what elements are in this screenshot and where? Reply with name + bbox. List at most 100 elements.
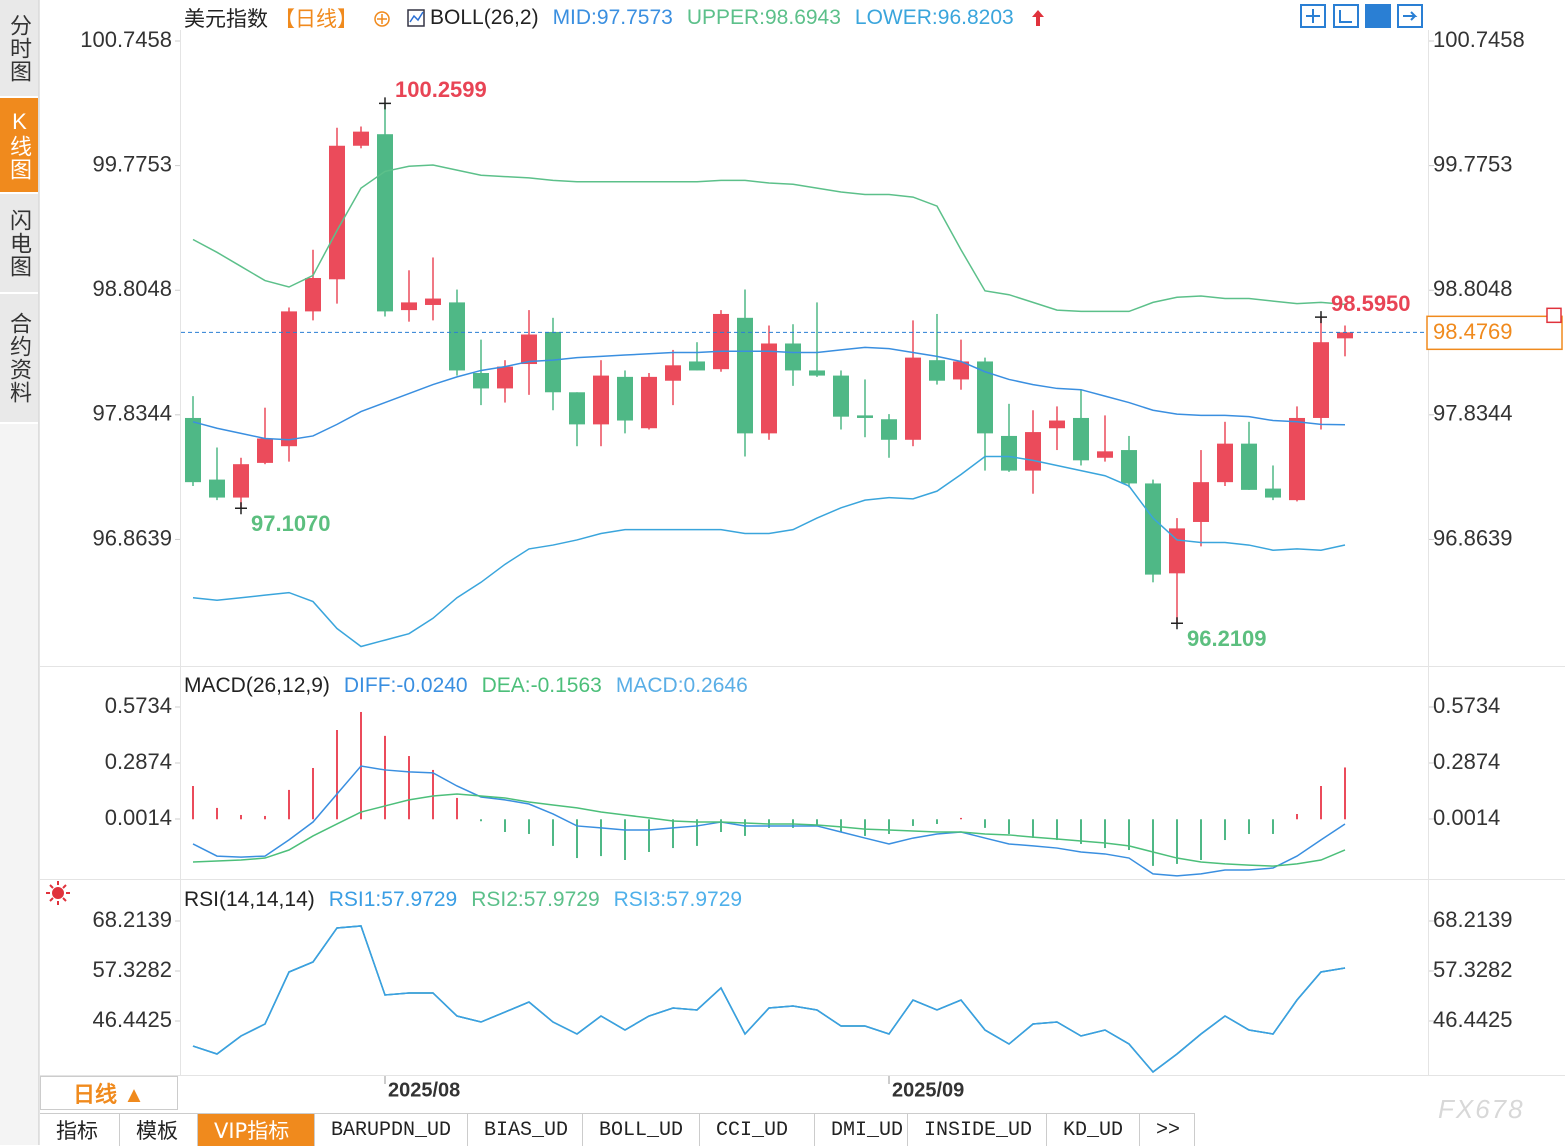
rsi-line [193,926,1345,1072]
candle-body [185,418,201,482]
candle-body [281,311,297,446]
candle-body [665,365,681,380]
candle-body [1313,342,1329,418]
candle-body [209,480,225,498]
y-tick-label: 46.4425 [1433,1007,1513,1032]
candle-body [857,415,873,418]
candle-body [1145,483,1161,574]
candle-body [641,377,657,428]
candle-body [1049,421,1065,429]
y-tick-label: 96.8639 [92,525,172,550]
y-tick-label: 100.7458 [1433,27,1525,52]
tab[interactable]: BOLL_UD [583,1114,700,1146]
period-button[interactable]: 日线 ▲ [40,1076,178,1110]
indicator-name: RSI(14,14,14) [184,888,315,912]
candle-body [1265,489,1281,498]
add-icon[interactable] [372,8,392,28]
y-tick-label: 98.8048 [1433,276,1513,301]
candle-body [1241,444,1257,490]
y-tick-label: 0.0014 [105,805,172,830]
side-tab[interactable]: K线图 [0,98,38,194]
instrument-title: 美元指数 [184,3,268,33]
indicator-tabs: 指标 模板 VIP指标 BARUPDN_UD BIAS_UD BOLL_UD C… [40,1113,1195,1146]
candle-body [1025,432,1041,471]
y-tick-label: 100.7458 [80,27,172,52]
legend-entry: MID:97.7573 [553,6,673,30]
candle-body [305,278,321,311]
candle-body [1193,482,1209,522]
boll-line [193,165,1345,311]
candle-body [497,367,513,389]
tab[interactable]: >> [1140,1114,1195,1146]
side-tab[interactable]: 分时图 [0,0,38,98]
candle-body [1097,451,1113,457]
candle-body [329,146,345,280]
tab[interactable]: 指标 [40,1114,120,1146]
candle-body [545,332,561,392]
y-tick-label: 99.7753 [92,151,172,176]
tab[interactable]: 模板 [120,1114,198,1146]
candle-body [785,343,801,370]
tab[interactable]: INSIDE_UD [908,1114,1047,1146]
candle-body [1121,450,1137,483]
y-tick-label: 98.8048 [92,276,172,301]
extreme-label: 98.5950 [1331,291,1411,316]
extreme-marker [235,502,247,514]
rsi-line [193,926,1345,1072]
toolbar-icons [1301,5,1422,27]
indicator-name: BOLL(26,2) [430,6,539,30]
y-tick-label: 0.2874 [1433,749,1500,774]
tab[interactable]: BIAS_UD [468,1114,583,1146]
legend-entry: DEA:-0.1563 [482,674,602,698]
tab[interactable]: BARUPDN_UD [315,1114,468,1146]
x-tick-label: 2025/09 [892,1079,964,1101]
candle-body [713,314,729,369]
side-tab[interactable]: 合约资料 [0,294,38,424]
candle-body [353,132,369,146]
candle-body [929,360,945,381]
y-tick-label: 0.5734 [1433,693,1500,718]
rsi-settings-icon[interactable] [46,881,70,905]
tab[interactable]: VIP指标 [198,1114,315,1146]
candle-body [449,302,465,370]
extreme-label: 100.2599 [395,77,487,102]
last-price-label: 98.4769 [1433,319,1513,344]
toolbar-icon[interactable] [1334,5,1358,27]
y-tick-label: 97.8344 [92,401,172,426]
up-arrow-icon[interactable] [1028,8,1048,28]
candle-body [1217,444,1233,483]
y-tick-label: 0.0014 [1433,805,1500,830]
sidebar: 分时图 K线图 闪电图 合约资料 [0,0,39,1145]
tab[interactable]: DMI_UD [815,1114,908,1146]
y-tick-label: 46.4425 [92,1007,172,1032]
side-tab[interactable]: 闪电图 [0,194,38,294]
candle-body [905,358,921,440]
period-label: 【日线】 [274,3,358,33]
candle-body [1289,418,1305,500]
y-tick-label: 99.7753 [1433,151,1513,176]
legend-entry: RSI2:57.9729 [471,888,599,912]
tab[interactable]: KD_UD [1047,1114,1140,1146]
candle-body [1001,436,1017,471]
extreme-marker [1315,311,1327,323]
legend-entry: RSI1:57.9729 [329,888,457,912]
extreme-marker [379,97,391,109]
legend-entry: LOWER:96.8203 [855,6,1014,30]
rsi-line [193,926,1345,1072]
y-tick-label: 57.3282 [92,957,172,982]
candle-body [521,334,537,364]
candle-body [761,343,777,433]
legend-entry: MACD:0.2646 [616,674,748,698]
pane-frame [40,0,1565,1145]
candle-body [425,299,441,305]
toolbar-icon[interactable] [1366,5,1390,27]
tab[interactable]: CCI_UD [700,1114,815,1146]
candle-body [617,377,633,421]
y-tick-label: 57.3282 [1433,957,1513,982]
indicator-icon[interactable] [406,8,426,28]
indicator-header: RSI(14,14,14) RSI1:57.9729 RSI2:57.9729 RSI… [184,886,742,914]
legend-entry: RSI3:57.9729 [614,888,742,912]
